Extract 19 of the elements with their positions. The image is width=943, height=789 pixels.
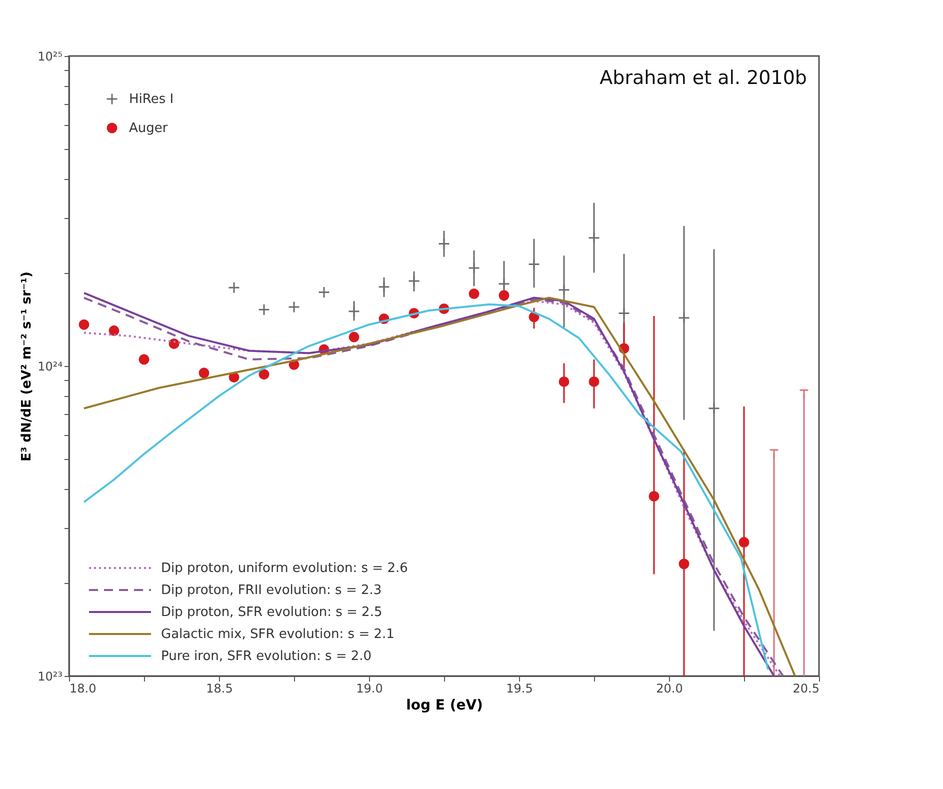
legend-label: Dip proton, uniform evolution: s = 2.6 [161, 561, 408, 576]
y-tick-label: 10²³ [38, 670, 63, 684]
y-tick-label: 10²⁵ [38, 50, 63, 64]
x-tick-label: 20.0 [656, 682, 683, 696]
legend-label: HiRes I [129, 92, 174, 107]
legend-label: Dip proton, SFR evolution: s = 2.5 [161, 605, 382, 620]
legend-label: Pure iron, SFR evolution: s = 2.0 [161, 649, 372, 664]
x-tick-label: 20.5 [792, 682, 820, 696]
y-tick-label: 10²⁴ [38, 360, 63, 374]
legend-label: Dip proton, FRII evolution: s = 2.3 [161, 583, 382, 598]
x-axis-title: log E (eV) [406, 698, 483, 714]
y-axis-title: E³ dN/dE (eV² m⁻² s⁻¹ sr⁻¹) [20, 272, 35, 462]
x-tick-label: 18.5 [206, 682, 233, 696]
annotation: Abraham et al. 2010b [600, 67, 807, 89]
legend-label: Auger [129, 121, 168, 136]
x-tick-label: 19.5 [506, 682, 533, 696]
x-tick-label: 18.0 [70, 682, 96, 696]
legend-label: Galactic mix, SFR evolution: s = 2.1 [161, 627, 394, 642]
x-tick-label: 19.0 [356, 682, 383, 696]
